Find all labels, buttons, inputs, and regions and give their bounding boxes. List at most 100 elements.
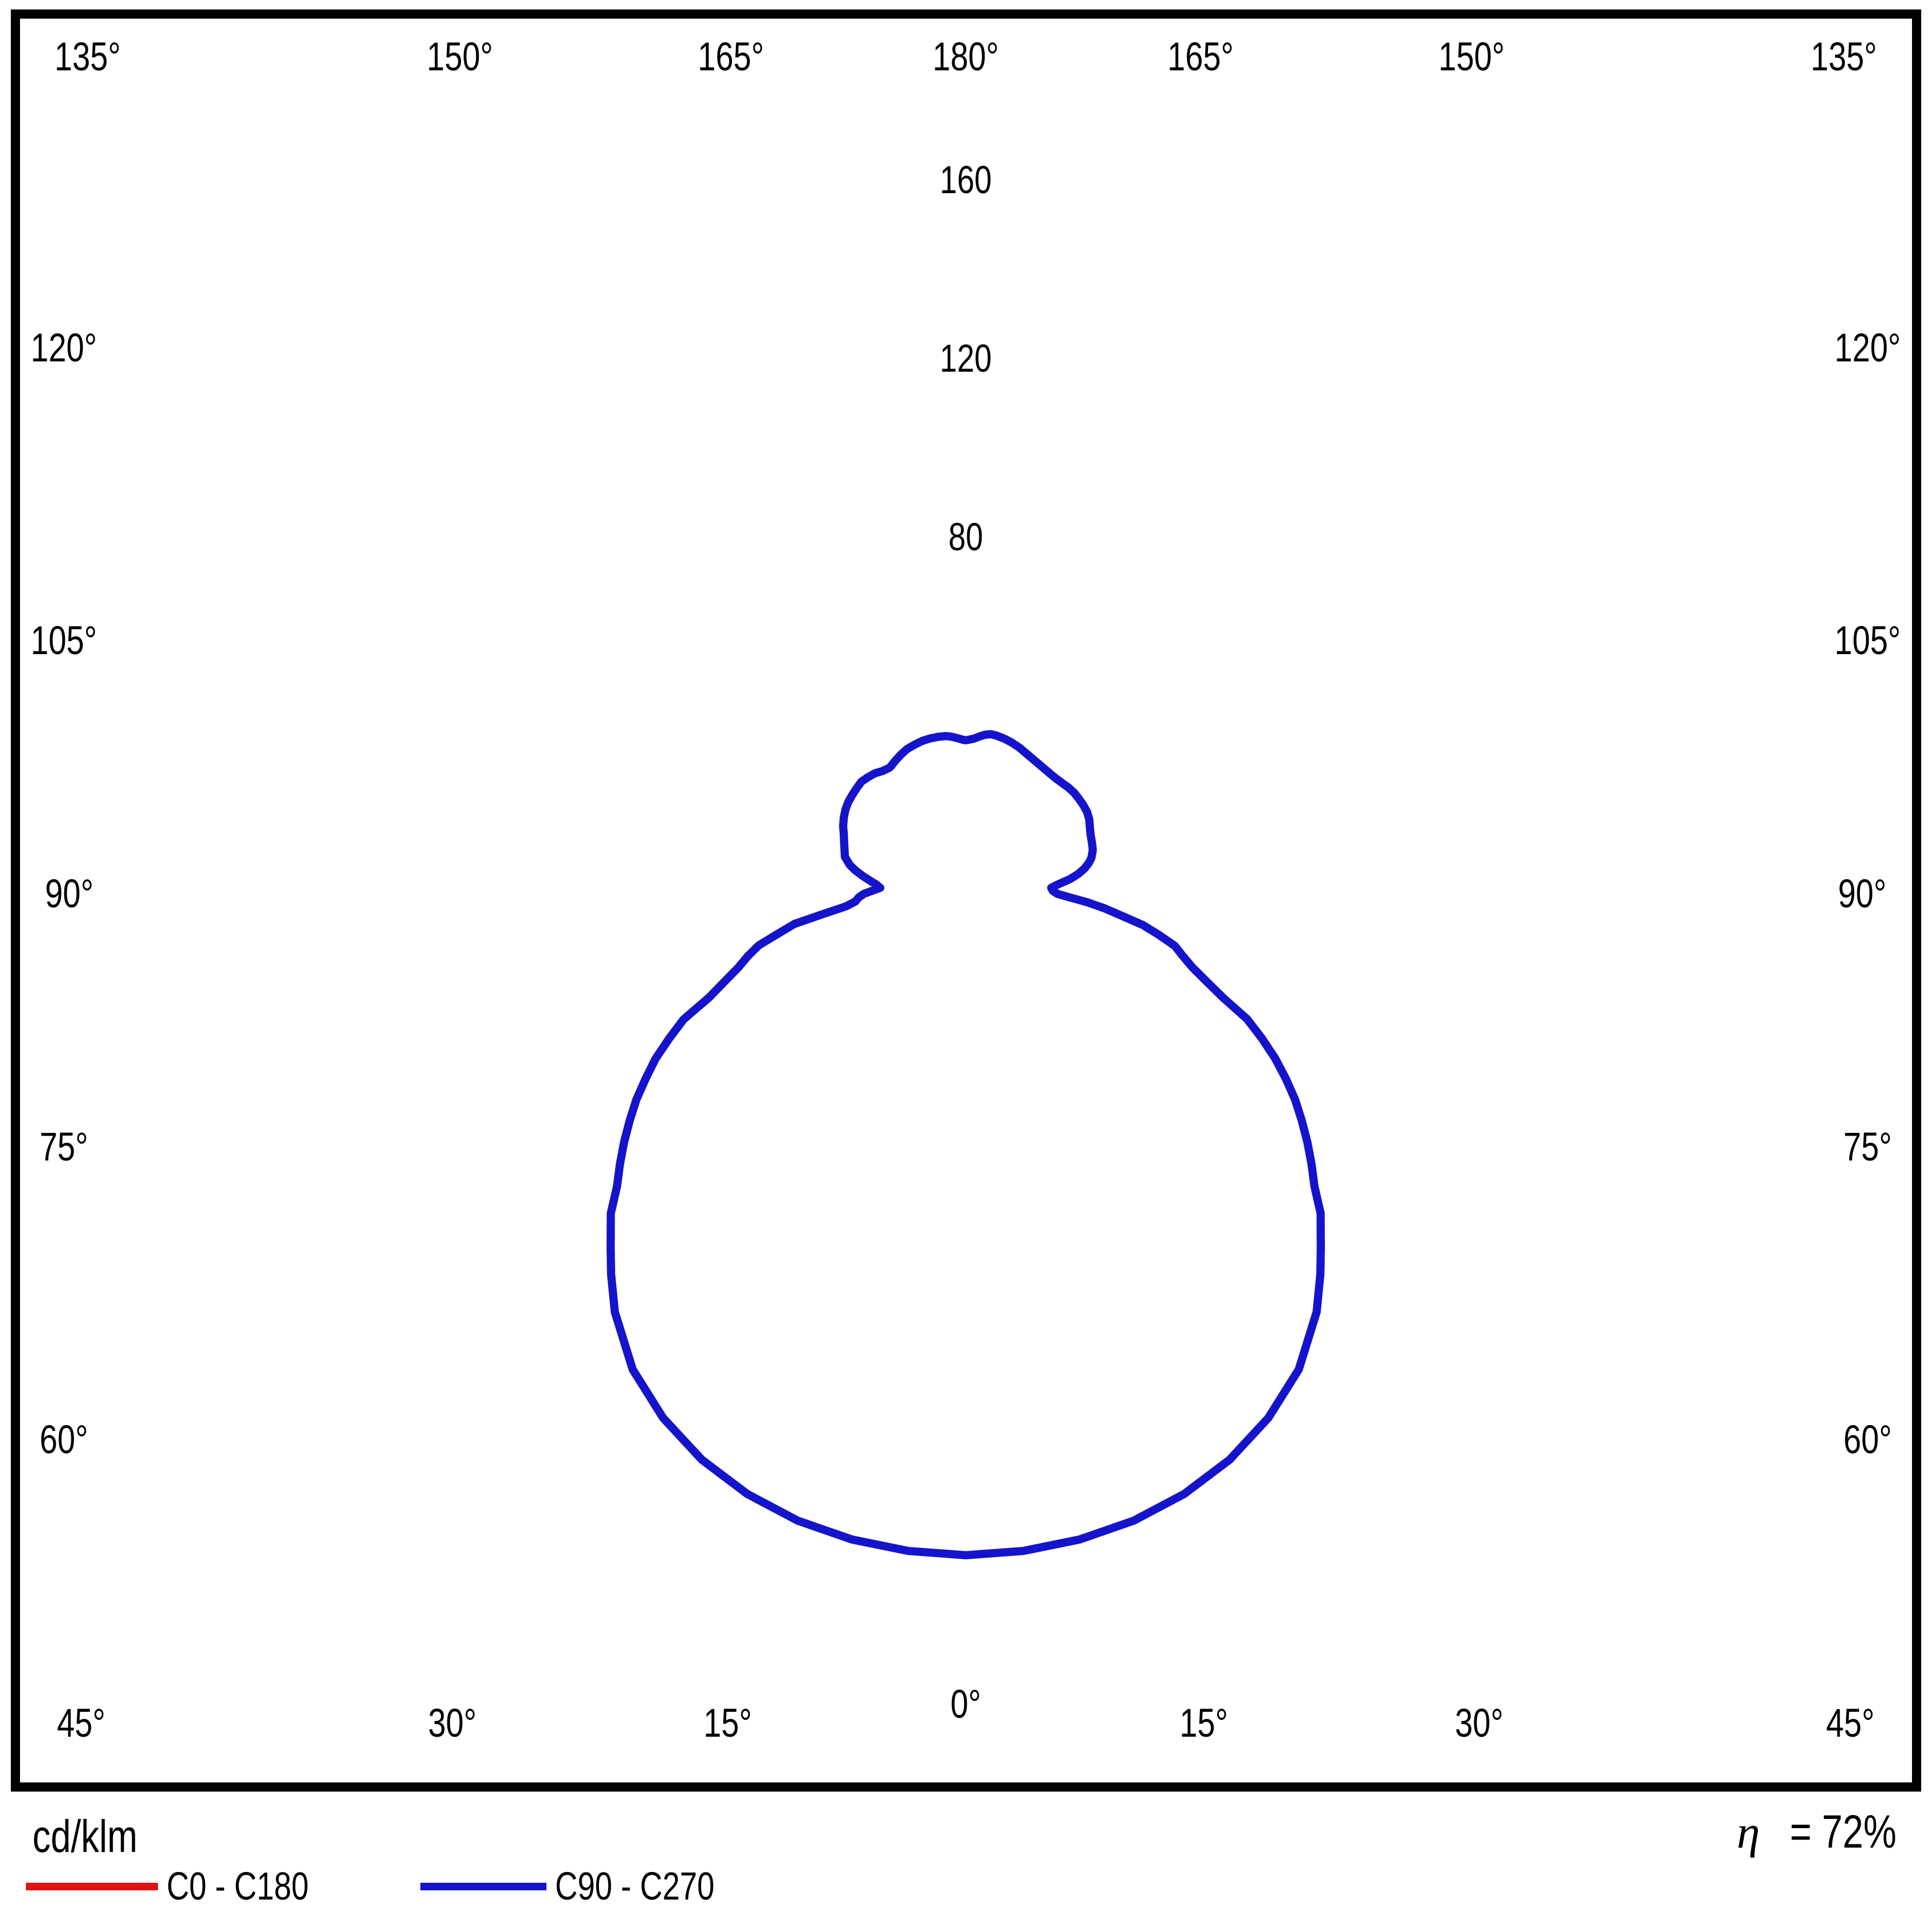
gamma-label-30-left: 30°: [421, 1697, 483, 1749]
gamma-label-105-left-bg: [24, 615, 104, 667]
gamma-label-120-right: 120°: [1828, 322, 1908, 374]
ring-label-120-bg: [931, 335, 1001, 381]
gamma-label-15-left-text: 15°: [703, 1701, 752, 1746]
legend-swatch-c0-c180: [26, 1883, 158, 1890]
gamma-label-30-right: 30°: [1448, 1697, 1510, 1749]
grid-ring-40: [787, 715, 1144, 1072]
ring-label-160-bg: [931, 156, 1001, 203]
grid-spoke-255: [0, 544, 793, 848]
grid-spoke-135: [1092, 0, 1922, 768]
gamma-label-135-right-text: 135°: [1811, 35, 1877, 80]
ring-label-160-text: 160: [940, 158, 992, 202]
efficiency-text: = 72%: [1790, 1806, 1896, 1858]
legend-label-c0-c180: C0 - C180: [167, 1865, 309, 1908]
grid-spoke-240: [0, 217, 811, 805]
gamma-label-165-right-text: 165°: [1168, 35, 1234, 80]
gamma-label-165-left-text: 165°: [698, 35, 764, 80]
gamma-label-165-right: 165°: [1160, 31, 1241, 83]
gamma-label-60-right-bg: [1837, 1414, 1898, 1466]
gamma-label-15-left: 15°: [697, 1697, 759, 1749]
gamma-label-45-left: 45°: [50, 1697, 112, 1749]
gamma-label-165-left-bg: [691, 31, 771, 83]
grid-spoke-15: [1012, 1066, 1316, 1932]
curve-c0-c180: [606, 730, 1325, 1560]
grid-spoke-75: [1138, 940, 1932, 1244]
grid-spoke-120: [1120, 217, 1932, 805]
gamma-label-105-left-text: 105°: [31, 618, 97, 663]
gamma-label-90-left-bg: [38, 868, 100, 920]
gamma-label-0: 0°: [944, 1678, 988, 1730]
gamma-label-150-left: 150°: [420, 31, 500, 83]
grid-spoke-150: [1055, 0, 1642, 739]
gamma-label-90-right: 90°: [1831, 868, 1893, 920]
legend-item-c90-c270: C90 - C270: [420, 1862, 754, 1911]
grid-ring-80: [609, 537, 1323, 1251]
grid-spoke-195: [616, 0, 920, 721]
gamma-label-90-right-text: 90°: [1838, 872, 1887, 916]
gamma-label-60-left-text: 60°: [39, 1417, 88, 1462]
gamma-label-135-right-bg: [1804, 31, 1884, 83]
gamma-label-30-right-bg: [1448, 1697, 1510, 1749]
gamma-label-105-right-text: 105°: [1835, 618, 1901, 663]
grid-spoke-330: [289, 1049, 876, 1932]
grid-spoke-30: [1055, 1049, 1642, 1932]
gamma-label-0-bg: [944, 1678, 988, 1730]
gamma-label-15-right-text: 15°: [1179, 1701, 1228, 1746]
gamma-label-15-right-bg: [1173, 1697, 1235, 1749]
gamma-label-150-left-text: 150°: [427, 35, 493, 80]
gamma-label-120-left-bg: [24, 322, 104, 374]
ring-label-80-bg: [939, 513, 992, 560]
grid-spoke-285: [0, 940, 793, 1244]
ring-label-160: 160: [931, 156, 1001, 203]
gamma-label-75-left-text: 75°: [39, 1125, 88, 1170]
gamma-label-45-left-text: 45°: [57, 1701, 105, 1746]
eta-symbol: η: [1737, 1806, 1760, 1858]
gamma-label-135-right: 135°: [1804, 31, 1884, 83]
gamma-label-135-left-bg: [48, 31, 128, 83]
gamma-label-165-right-bg: [1160, 31, 1241, 83]
grid-spoke-60: [1120, 983, 1932, 1570]
grid-ring-200: [73, 1, 1858, 1786]
gamma-label-105-left: 105°: [24, 615, 104, 667]
legend-label-c90-c270: C90 - C270: [555, 1865, 715, 1908]
grid-spoke-345: [616, 1066, 920, 1932]
gamma-label-150-right: 150°: [1432, 31, 1512, 83]
gamma-label-75-right-bg: [1837, 1121, 1898, 1173]
chart-frame: [11, 9, 1921, 1792]
gamma-label-180-text: 180°: [933, 35, 999, 80]
grid-spoke-165: [1012, 0, 1316, 721]
grid-spoke-300: [0, 983, 811, 1570]
gamma-label-60-left: 60°: [33, 1414, 95, 1466]
gamma-label-30-right-text: 30°: [1455, 1701, 1504, 1746]
gamma-label-75-right: 75°: [1837, 1121, 1898, 1173]
grid-spoke-105: [1138, 544, 1932, 848]
gamma-label-120-right-bg: [1828, 322, 1908, 374]
gamma-label-105-right-bg: [1828, 615, 1908, 667]
gamma-label-105-right: 105°: [1828, 615, 1908, 667]
gamma-label-45-right-text: 45°: [1826, 1701, 1875, 1746]
gamma-label-75-right-text: 75°: [1843, 1125, 1892, 1170]
gamma-label-150-right-bg: [1432, 31, 1512, 83]
gamma-label-150-right-text: 150°: [1439, 35, 1505, 80]
grid-ring-160: [252, 180, 1680, 1608]
ring-label-120: 120: [931, 335, 1001, 381]
gamma-label-120-right-text: 120°: [1835, 326, 1901, 371]
gamma-label-135-left: 135°: [48, 31, 128, 83]
gamma-label-60-right: 60°: [1837, 1414, 1898, 1466]
gamma-label-60-left-bg: [33, 1414, 95, 1466]
gamma-label-30-left-bg: [421, 1697, 483, 1749]
gamma-label-120-left: 120°: [24, 322, 104, 374]
gamma-label-150-left-bg: [420, 31, 500, 83]
gamma-label-180: 180°: [926, 31, 1006, 83]
gamma-label-90-left: 90°: [38, 868, 100, 920]
grid-spoke-225: [9, 0, 839, 768]
ring-label-80-text: 80: [948, 515, 983, 559]
gamma-label-0-text: 0°: [951, 1682, 981, 1727]
curve-c90-c270: [606, 730, 1325, 1560]
units-label-text: cd/klm: [32, 1811, 138, 1862]
gamma-label-75-left-bg: [33, 1121, 95, 1173]
ring-label-80: 80: [939, 513, 992, 560]
